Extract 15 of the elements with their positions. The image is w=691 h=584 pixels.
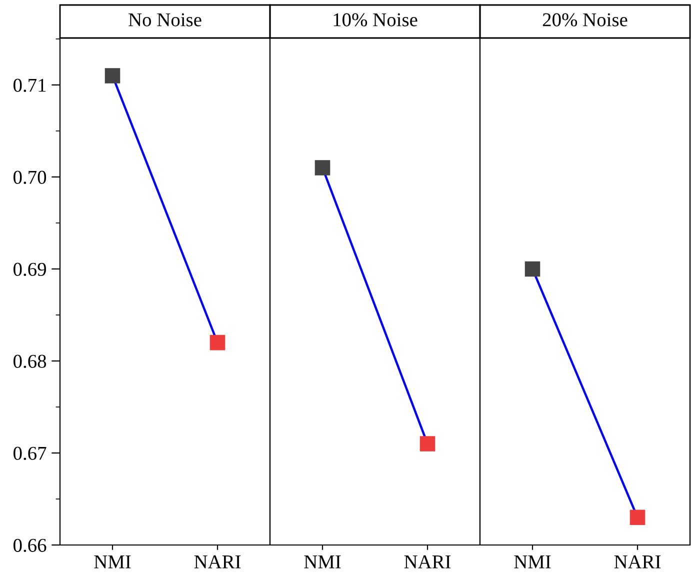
x-tick-label: NARI bbox=[614, 555, 661, 568]
chart-title: 20% Noise bbox=[542, 13, 628, 26]
y-tick-label: 0.67 bbox=[14, 446, 46, 460]
chart-title: 10% Noise bbox=[334, 13, 418, 26]
y-tick-label: 0.68 bbox=[14, 354, 46, 368]
y-tick-label: 0.70 bbox=[14, 170, 46, 184]
y-tick-label: 0.71 bbox=[14, 78, 46, 92]
y-tick-label: 0.66 bbox=[14, 538, 46, 552]
x-tick-label: NMI bbox=[304, 555, 341, 568]
x-tick-label: NARI bbox=[194, 555, 241, 568]
x-tick-label: NARI bbox=[404, 555, 451, 568]
y-tick-label: 0.69 bbox=[14, 262, 46, 276]
x-tick-label: NMI bbox=[94, 555, 131, 568]
x-tick-label: NMI bbox=[514, 555, 551, 568]
chart-title: No Noise bbox=[128, 13, 202, 26]
